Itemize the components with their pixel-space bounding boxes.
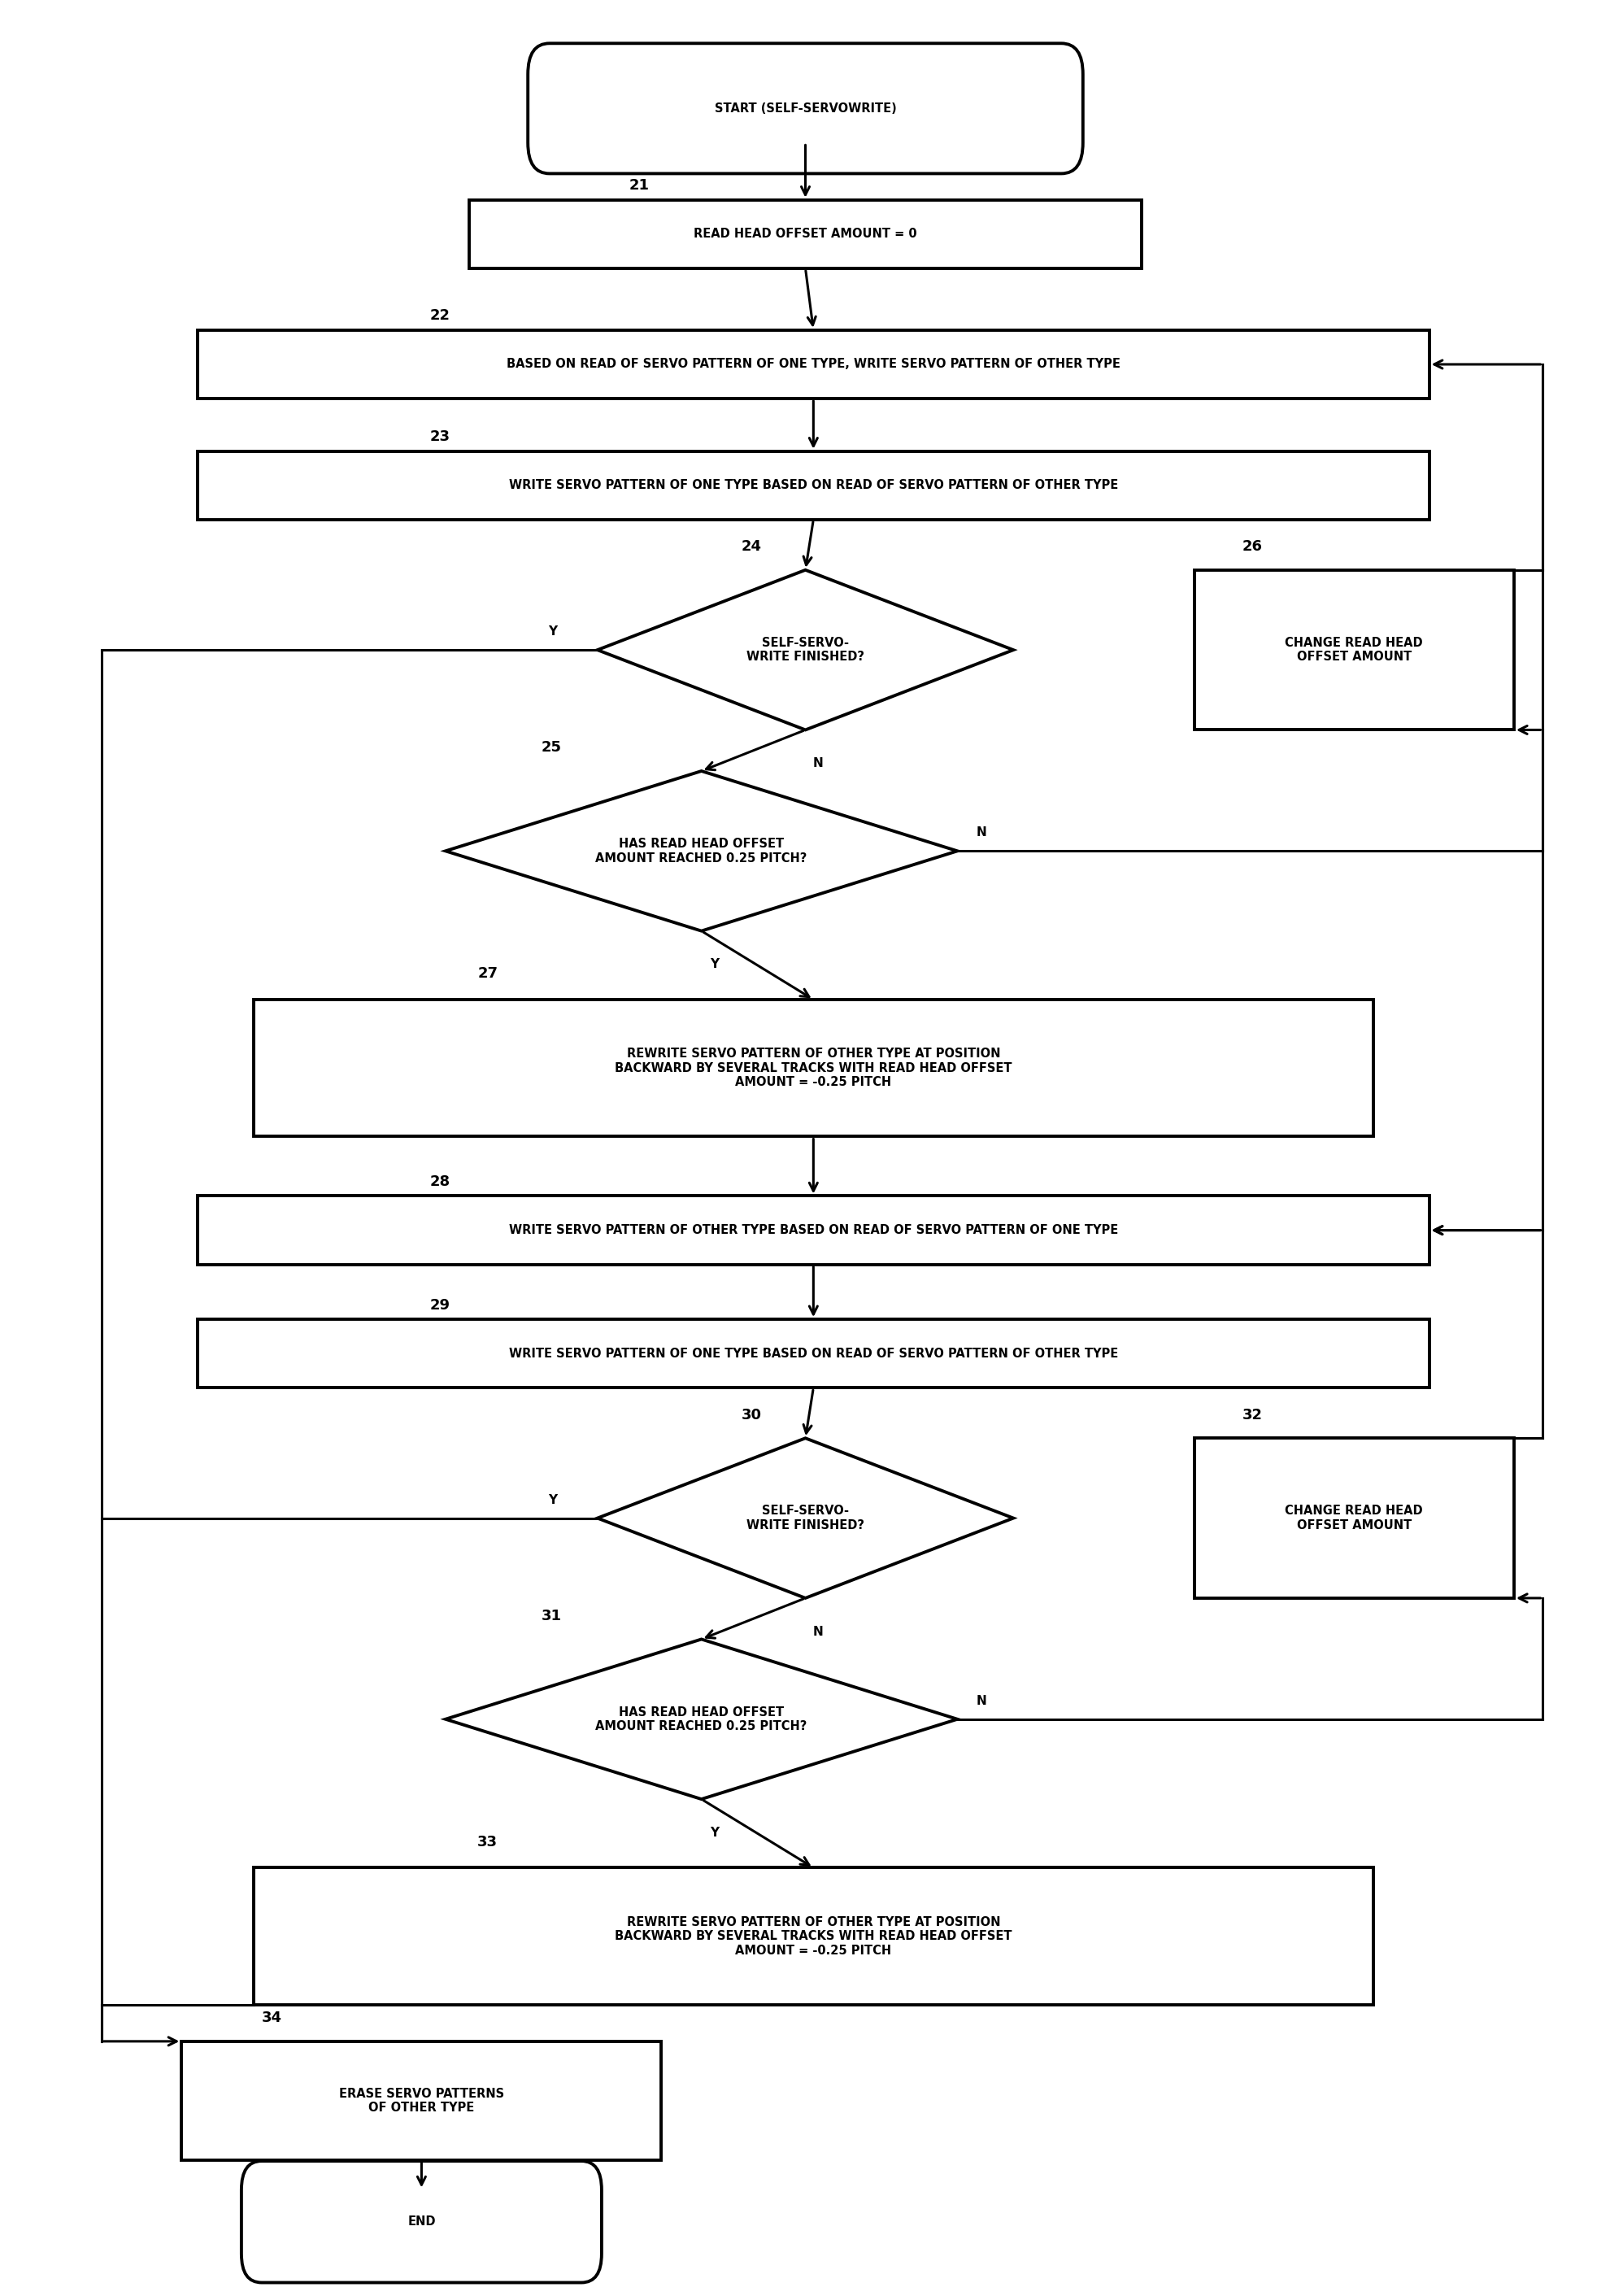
Text: Y: Y (710, 1828, 718, 1839)
Text: HAS READ HEAD OFFSET
AMOUNT REACHED 0.25 PITCH?: HAS READ HEAD OFFSET AMOUNT REACHED 0.25… (596, 1706, 807, 1733)
Bar (253, 1867, 1373, 2004)
Text: Y: Y (710, 957, 718, 971)
Polygon shape (597, 569, 1013, 730)
Text: 22: 22 (430, 308, 449, 324)
Text: 29: 29 (430, 1297, 449, 1313)
Text: CHANGE READ HEAD
OFFSET AMOUNT: CHANGE READ HEAD OFFSET AMOUNT (1285, 636, 1422, 664)
Text: ERASE SERVO PATTERNS
OF OTHER TYPE: ERASE SERVO PATTERNS OF OTHER TYPE (338, 2087, 504, 2115)
Text: 21: 21 (630, 179, 649, 193)
Text: WRITE SERVO PATTERN OF ONE TYPE BASED ON READ OF SERVO PATTERN OF OTHER TYPE: WRITE SERVO PATTERN OF ONE TYPE BASED ON… (509, 480, 1117, 491)
Text: 26: 26 (1241, 540, 1262, 553)
Text: BASED ON READ OF SERVO PATTERN OF ONE TYPE, WRITE SERVO PATTERN OF OTHER TYPE: BASED ON READ OF SERVO PATTERN OF ONE TY… (506, 358, 1119, 370)
Text: 34: 34 (261, 2011, 282, 2025)
Bar (469, 200, 1141, 269)
Text: 31: 31 (541, 1609, 562, 1623)
Text: WRITE SERVO PATTERN OF OTHER TYPE BASED ON READ OF SERVO PATTERN OF ONE TYPE: WRITE SERVO PATTERN OF OTHER TYPE BASED … (509, 1224, 1117, 1235)
Text: END: END (407, 2216, 435, 2227)
Polygon shape (446, 771, 956, 930)
Bar (198, 452, 1428, 519)
Text: START (SELF-SERVOWRITE): START (SELF-SERVOWRITE) (715, 103, 895, 115)
Text: N: N (976, 1694, 987, 1706)
Polygon shape (446, 1639, 956, 1800)
Bar (182, 2041, 662, 2161)
Text: Y: Y (547, 1495, 557, 1506)
Bar (1193, 1437, 1513, 1598)
Text: SELF-SERVO-
WRITE FINISHED?: SELF-SERVO- WRITE FINISHED? (745, 1504, 865, 1531)
Text: 25: 25 (541, 739, 562, 755)
Bar (198, 1320, 1428, 1387)
Polygon shape (597, 1437, 1013, 1598)
FancyBboxPatch shape (242, 2161, 601, 2282)
Text: Y: Y (547, 625, 557, 638)
Text: READ HEAD OFFSET AMOUNT = 0: READ HEAD OFFSET AMOUNT = 0 (694, 227, 916, 241)
Text: 28: 28 (430, 1176, 449, 1189)
Text: 30: 30 (741, 1407, 762, 1421)
Text: HAS READ HEAD OFFSET
AMOUNT REACHED 0.25 PITCH?: HAS READ HEAD OFFSET AMOUNT REACHED 0.25… (596, 838, 807, 863)
Bar (253, 999, 1373, 1137)
Bar (198, 331, 1428, 400)
Bar (198, 1196, 1428, 1265)
Text: N: N (813, 758, 823, 769)
Text: 32: 32 (1241, 1407, 1262, 1421)
Text: CHANGE READ HEAD
OFFSET AMOUNT: CHANGE READ HEAD OFFSET AMOUNT (1285, 1504, 1422, 1531)
Text: REWRITE SERVO PATTERN OF OTHER TYPE AT POSITION
BACKWARD BY SEVERAL TRACKS WITH : REWRITE SERVO PATTERN OF OTHER TYPE AT P… (615, 1047, 1011, 1088)
Text: N: N (813, 1626, 823, 1637)
Text: 27: 27 (477, 967, 497, 980)
Text: N: N (976, 827, 987, 838)
Text: SELF-SERVO-
WRITE FINISHED?: SELF-SERVO- WRITE FINISHED? (745, 636, 865, 664)
Text: WRITE SERVO PATTERN OF ONE TYPE BASED ON READ OF SERVO PATTERN OF OTHER TYPE: WRITE SERVO PATTERN OF ONE TYPE BASED ON… (509, 1348, 1117, 1359)
Text: 23: 23 (430, 429, 449, 445)
FancyBboxPatch shape (528, 44, 1082, 174)
Text: 33: 33 (477, 1835, 497, 1848)
Text: REWRITE SERVO PATTERN OF OTHER TYPE AT POSITION
BACKWARD BY SEVERAL TRACKS WITH : REWRITE SERVO PATTERN OF OTHER TYPE AT P… (615, 1915, 1011, 1956)
Bar (1193, 569, 1513, 730)
Text: 24: 24 (741, 540, 762, 553)
